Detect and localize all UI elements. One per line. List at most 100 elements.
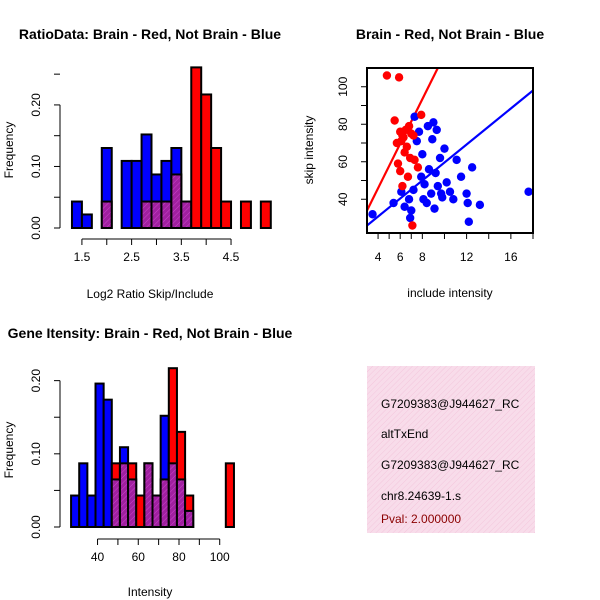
intensity-bar-overlap xyxy=(175,478,187,529)
ratio-histogram-ylabel: Frequency xyxy=(2,122,16,179)
ratio-y-tick-label: 0.20 xyxy=(29,93,43,117)
scatter-point-notbrain xyxy=(417,172,426,181)
scatter-point-notbrain xyxy=(368,210,377,219)
intensity-histogram-xlabel: Intensity xyxy=(128,585,173,599)
scatter-point-notbrain xyxy=(428,135,437,144)
ratio-histogram-title: RatioData: Brain - Red, Not Brain - Blue xyxy=(19,26,281,42)
intensity-bar-notbrain xyxy=(94,382,105,528)
ratio-histogram-xlabel: Log2 Ratio Skip/Include xyxy=(87,287,214,301)
scatter-x-tick-label: 12 xyxy=(460,250,474,264)
ratio-bar-overlap xyxy=(150,200,163,230)
scatter-point-notbrain xyxy=(430,204,439,213)
scatter-point-notbrain xyxy=(418,150,427,159)
ratio-bar-notbrain xyxy=(120,159,133,229)
intensity-histogram: Gene Itensity: Brain - Red, Not Brain - … xyxy=(2,325,293,599)
ratio-x-tick-label: 4.5 xyxy=(223,250,240,264)
ratio-bar-brain xyxy=(190,66,203,229)
ratio-bar-notbrain xyxy=(70,200,83,230)
ratio-bar-brain xyxy=(210,147,223,229)
scatter-point-notbrain xyxy=(424,165,434,174)
scatter-point-notbrain xyxy=(524,187,533,196)
ratio-bar-notbrain xyxy=(130,159,143,229)
scatter-point-notbrain xyxy=(449,195,458,204)
intensity-x-tick-label: 40 xyxy=(91,550,105,564)
intensity-bar-overlap xyxy=(118,462,130,528)
ratio-bar-brain xyxy=(200,93,213,230)
scatter-point-brain xyxy=(396,166,405,176)
scatter-point-notbrain xyxy=(423,121,433,131)
ratio-bar-notbrain xyxy=(80,213,93,229)
scatter-axes: 4 6 8 12 16 40 60 80 100 xyxy=(336,76,534,264)
scatter-point-notbrain xyxy=(436,189,446,198)
scatter-x-tick-label: 4 xyxy=(375,250,382,264)
scatter-point-notbrain xyxy=(400,202,409,211)
intensity-bar-notbrain xyxy=(102,398,113,528)
scatter-y-tick-label: 60 xyxy=(336,155,350,169)
scatter-point-brain xyxy=(393,159,403,168)
scatter-point-notbrain xyxy=(452,155,461,165)
intensity-y-tick-label: 0.10 xyxy=(29,442,43,466)
scatter-point-notbrain xyxy=(464,217,474,226)
intensity-x-tick-label: 60 xyxy=(132,550,146,564)
scatter-point-brain xyxy=(404,121,414,131)
intensity-bar-overlap xyxy=(151,494,162,529)
scatter-point-notbrain xyxy=(432,125,441,135)
info-panel-background xyxy=(367,366,535,533)
scatter-point-notbrain xyxy=(419,195,428,204)
ratio-x-tick-label: 2.5 xyxy=(123,250,140,264)
ratio-y-tick-label: 0.00 xyxy=(29,216,43,240)
scatter-point-notbrain xyxy=(475,200,485,210)
scatter-point-notbrain xyxy=(463,198,472,208)
scatter-point-brain xyxy=(394,73,404,82)
scatter-plot: Brain - Red, Not Brain - Blue 4 6 8 12 16 40 6… xyxy=(302,26,544,300)
intensity-bar-overlap xyxy=(127,478,138,529)
intensity-histogram-title: Gene Itensity: Brain - Red, Not Brain - … xyxy=(8,325,293,341)
scatter-point-notbrain xyxy=(467,163,477,172)
ratio-bar-overlap xyxy=(180,200,193,230)
scatter-title: Brain - Red, Not Brain - Blue xyxy=(356,26,544,42)
info-line-probe-id-2: G7209383@J944627_RC xyxy=(381,458,520,472)
ratio-bar-overlap xyxy=(100,200,113,230)
scatter-point-notbrain xyxy=(426,189,436,198)
intensity-bar-overlap xyxy=(159,478,170,529)
scatter-point-brain xyxy=(409,131,418,140)
info-pval: Pval: 2.000000 xyxy=(381,512,461,526)
intensity-histogram-ylabel: Frequency xyxy=(2,422,16,479)
scatter-point-brain xyxy=(413,163,423,172)
scatter-y-tick-label: 80 xyxy=(336,117,350,131)
intensity-y-tick-label: 0.00 xyxy=(29,515,43,539)
scatter-point-notbrain xyxy=(442,178,451,187)
scatter-y-tick-label: 40 xyxy=(336,192,350,206)
ratio-y-tick-label: 0.10 xyxy=(29,154,43,178)
ratio-x-tick-label: 3.5 xyxy=(173,250,190,264)
scatter-point-notbrain xyxy=(445,187,455,196)
scatter-point-notbrain xyxy=(410,112,419,121)
scatter-point-brain xyxy=(390,116,399,125)
ratio-histogram-bars xyxy=(70,66,272,230)
ratio-bar-brain xyxy=(239,200,252,230)
scatter-x-tick-label: 16 xyxy=(504,250,518,264)
scatter-point-brain xyxy=(408,221,417,230)
intensity-histogram-axes: 40 60 80 100 0.00 0.10 0.20 xyxy=(29,369,230,564)
intensity-y-tick-label: 0.20 xyxy=(29,369,43,393)
scatter-point-brain xyxy=(382,71,392,80)
scatter-point-brain xyxy=(398,181,407,191)
intensity-bar-notbrain xyxy=(70,494,81,529)
intensity-bar-overlap xyxy=(167,462,178,528)
scatter-x-tick-label: 6 xyxy=(397,250,404,264)
scatter-point-notbrain xyxy=(404,195,414,204)
ratio-bar-brain xyxy=(220,200,233,230)
intensity-bar-brain xyxy=(135,494,146,529)
scatter-plot-box xyxy=(366,67,534,234)
scatter-point-brain xyxy=(403,172,413,181)
scatter-x-tick-label: 8 xyxy=(419,250,426,264)
ratio-bar-overlap xyxy=(140,200,153,230)
ratio-bar-brain xyxy=(259,200,272,230)
scatter-xlabel: include intensity xyxy=(407,286,492,300)
scatter-point-brain xyxy=(410,155,419,165)
info-panel: G7209383@J944627_RC altTxEnd G7209383@J9… xyxy=(367,366,535,533)
scatter-point-notbrain xyxy=(440,144,449,153)
intensity-x-tick-label: 100 xyxy=(210,550,230,564)
intensity-x-tick-label: 80 xyxy=(172,550,186,564)
